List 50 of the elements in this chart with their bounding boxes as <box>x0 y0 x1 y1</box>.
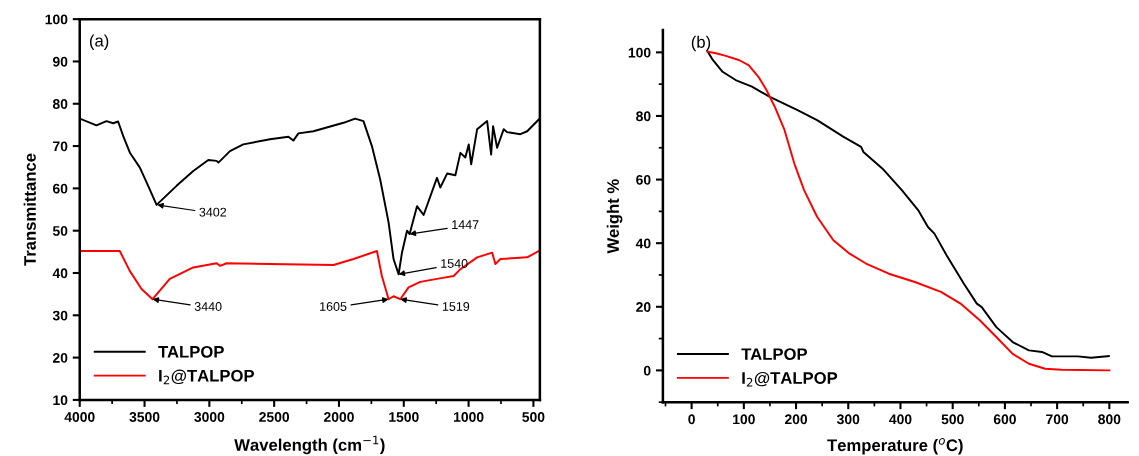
x-tick-label: 1000 <box>454 412 484 422</box>
y-tick-label: 10 <box>53 395 68 406</box>
x-tick-label: 1500 <box>389 412 419 422</box>
y-tick-label: 40 <box>52 268 68 279</box>
annotation: 3402 <box>199 207 227 217</box>
x-tick-label: 3500 <box>129 412 160 422</box>
y-tick-label: 20 <box>52 352 68 363</box>
x-tick-label: 2500 <box>259 412 290 422</box>
y-axis-title: Transmittance <box>23 153 36 266</box>
x-tick-label: 700 <box>1046 414 1069 425</box>
legend-label: TALPOP <box>158 345 224 358</box>
annotation: (b) <box>691 35 711 52</box>
x-tick-label: 600 <box>993 414 1016 425</box>
y-tick-label: 100 <box>628 47 651 58</box>
annotation: 1540 <box>441 259 468 268</box>
y-tick-label: 80 <box>52 99 68 109</box>
x-tick-label: 300 <box>836 414 860 425</box>
annotation: 3440 <box>194 302 222 311</box>
y-tick-label: 70 <box>53 141 68 152</box>
x-tick-label: 3000 <box>194 412 225 422</box>
annotation: (a) <box>89 34 109 50</box>
y-tick-label: 50 <box>52 226 68 236</box>
x-axis-title: Temperature ($^{o}$C) <box>827 438 963 455</box>
annotation: 1447 <box>452 220 479 229</box>
y-tick-label: 20 <box>636 302 651 312</box>
y-tick-label: 40 <box>635 238 651 249</box>
legend-label: I$_{2}$@TALPOP <box>159 369 255 385</box>
legend-label: TALPOP <box>741 348 808 361</box>
line-series <box>79 250 540 301</box>
x-axis-title: Wavelength (cm$^{−1}$) <box>234 435 385 455</box>
y-tick-label: 100 <box>45 14 68 25</box>
x-tick-label: 2000 <box>324 412 354 422</box>
y-tick-label: 0 <box>643 365 651 376</box>
annotation: 1519 <box>442 302 470 311</box>
x-tick-label: 500 <box>522 412 545 422</box>
x-tick-label: 200 <box>784 414 808 425</box>
x-tick-label: 400 <box>889 414 912 425</box>
legend-label: I$_{2}$@TALPOP <box>742 371 838 387</box>
annotation: 1605 <box>320 302 347 311</box>
x-tick-label: 500 <box>941 414 964 425</box>
y-tick-label: 80 <box>636 111 651 122</box>
y-axis-title: Weight % <box>606 179 623 254</box>
y-tick-label: 90 <box>52 56 68 67</box>
x-tick-label: 4000 <box>64 412 95 422</box>
x-tick-label: 800 <box>1098 414 1121 425</box>
x-tick-label: 100 <box>733 414 755 425</box>
y-tick-label: 60 <box>636 174 651 185</box>
x-tick-label: 0 <box>688 414 695 425</box>
y-tick-label: 60 <box>52 183 68 194</box>
y-tick-label: 30 <box>52 310 68 321</box>
